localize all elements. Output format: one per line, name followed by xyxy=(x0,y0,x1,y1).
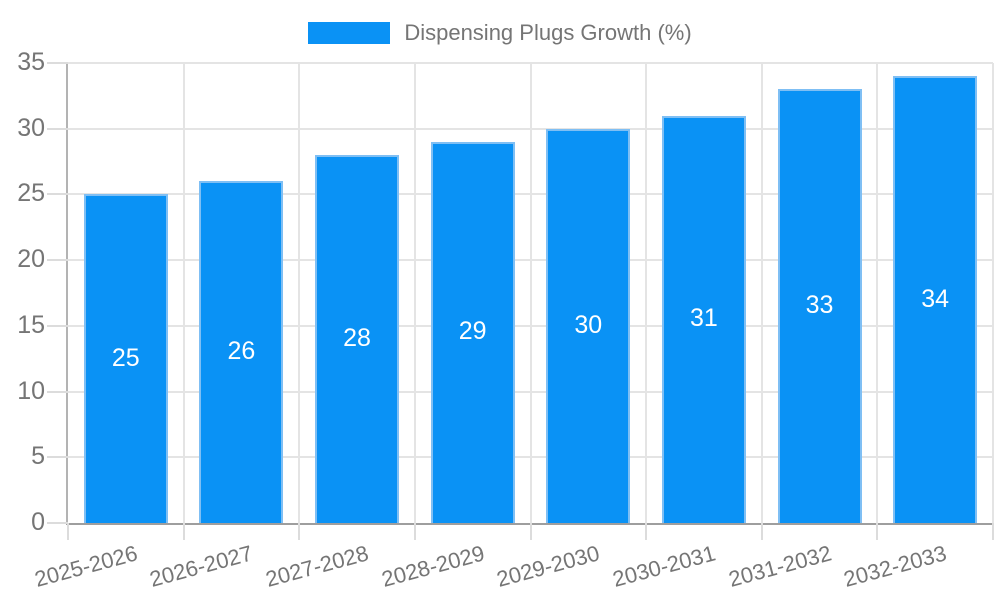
x-tick xyxy=(413,523,416,540)
plot-area: 0 5 10 15 20 25 30 35 25 2025-2026 26 2026-2027 28 20… xyxy=(17,49,994,592)
x-gridline xyxy=(182,63,185,523)
bar-value-label: 31 xyxy=(690,304,718,333)
x-tick xyxy=(645,523,648,540)
bar-value-label: 34 xyxy=(921,284,950,313)
x-tick xyxy=(67,523,69,540)
bar-value-label: 30 xyxy=(574,310,603,339)
x-tick xyxy=(529,523,532,540)
y-tick xyxy=(47,193,68,196)
y-tick xyxy=(47,62,68,64)
y-tick xyxy=(47,390,68,393)
bar-2028-2029[interactable] xyxy=(430,141,515,523)
y-tick xyxy=(47,324,68,327)
x-gridline xyxy=(876,63,879,523)
bar-2032-2033[interactable] xyxy=(893,76,978,523)
x-gridline xyxy=(992,63,994,523)
bar-value-label: 28 xyxy=(343,324,371,352)
x-gridline xyxy=(760,63,763,523)
y-tick xyxy=(47,259,68,262)
bar-value-label: 25 xyxy=(111,343,140,372)
y-tick-label: 30 xyxy=(17,113,45,142)
bar-value-label: 29 xyxy=(458,317,487,346)
bar-value-label: 26 xyxy=(227,337,256,366)
bar-2027-2028[interactable] xyxy=(315,155,400,523)
bar-2029-2030[interactable] xyxy=(546,128,631,523)
bar-2025-2026[interactable] xyxy=(83,194,168,523)
y-tick-label: 35 xyxy=(17,48,45,76)
bar-2031-2032[interactable] xyxy=(777,89,862,523)
x-gridline xyxy=(645,63,648,523)
y-tick-label: 5 xyxy=(31,442,45,471)
legend-swatch xyxy=(308,22,391,44)
x-tick xyxy=(760,523,763,540)
bar-value-label: 33 xyxy=(805,291,834,320)
bar-2026-2027[interactable] xyxy=(199,181,284,523)
x-gridline xyxy=(529,63,532,523)
y-tick xyxy=(47,456,68,459)
y-tick-label: 10 xyxy=(17,376,45,405)
y-tick xyxy=(47,127,68,130)
y-tick-label: 20 xyxy=(17,245,45,274)
x-gridline xyxy=(298,63,301,523)
bar-2030-2031[interactable] xyxy=(661,115,746,523)
x-tick xyxy=(298,523,301,540)
x-gridline xyxy=(413,63,416,523)
legend: Dispensing Plugs Growth (%) xyxy=(0,22,1000,44)
y-tick-label: 0 xyxy=(31,508,45,536)
legend-label: Dispensing Plugs Growth (%) xyxy=(404,20,692,45)
y-tick xyxy=(47,522,68,524)
y-axis-line xyxy=(66,63,68,523)
y-tick-label: 15 xyxy=(17,310,45,339)
x-tick xyxy=(992,523,994,540)
x-tick xyxy=(182,523,185,540)
y-tick-label: 25 xyxy=(17,179,45,208)
x-tick xyxy=(876,523,879,540)
